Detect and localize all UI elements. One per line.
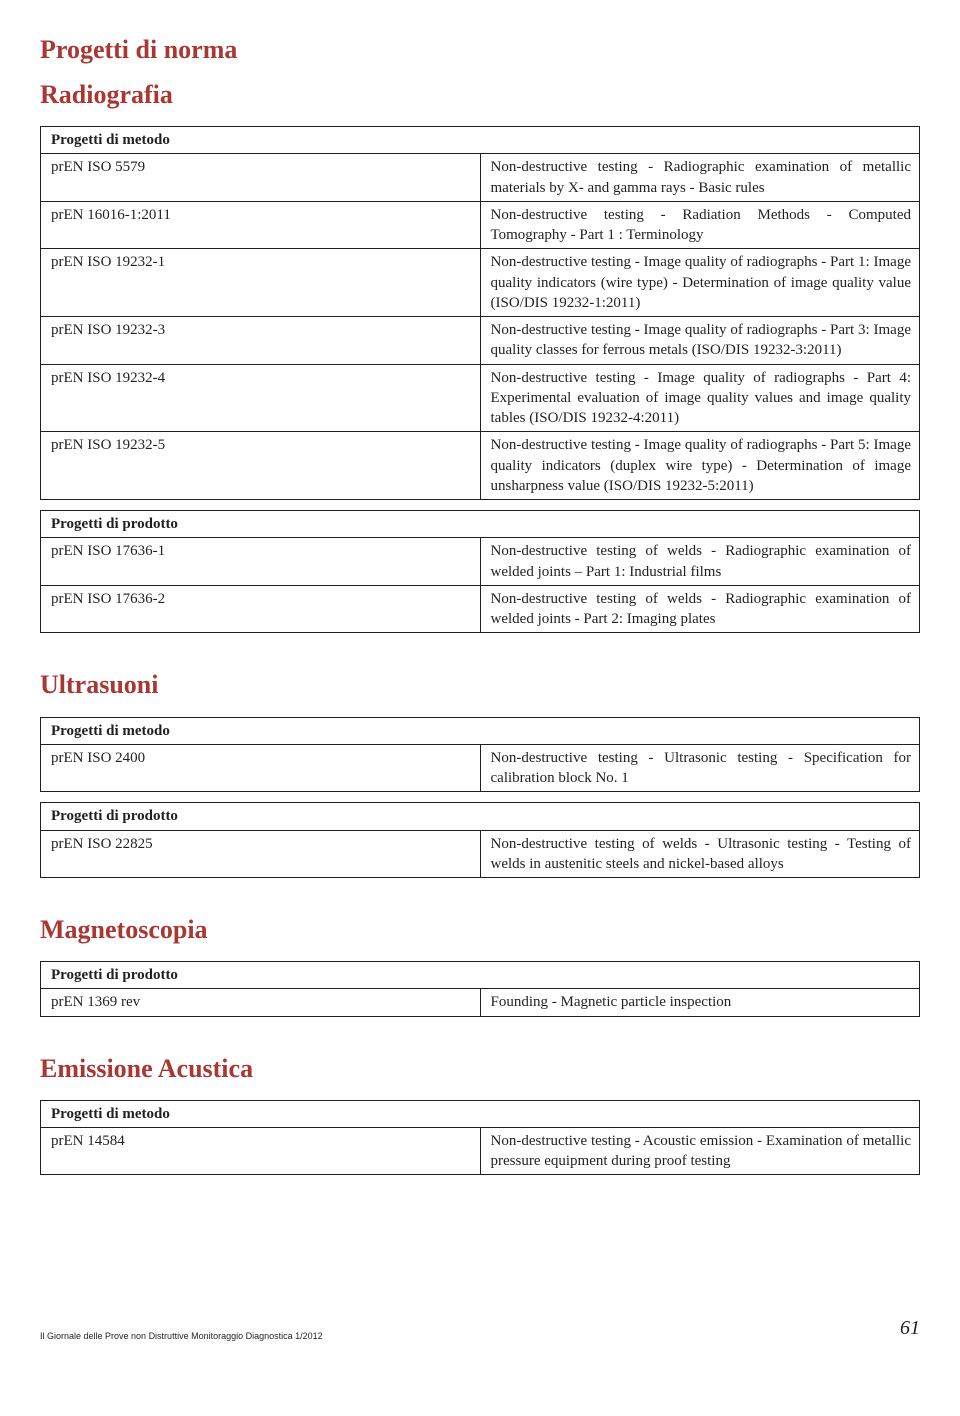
section: Ultrasuoni Progetti di metodoprEN ISO 240…	[40, 667, 920, 878]
standard-code: prEN ISO 5579	[41, 154, 481, 202]
standards-table: Progetti di metodoprEN ISO 2400Non-destr…	[40, 717, 920, 793]
standard-description: Non-destructive testing - Image quality …	[480, 317, 920, 365]
table-header: Progetti di metodo	[41, 1100, 920, 1127]
standards-table: Progetti di prodottoprEN ISO 22825Non-de…	[40, 802, 920, 878]
page-title: Progetti di norma	[40, 32, 920, 67]
standard-description: Non-destructive testing - Image quality …	[480, 432, 920, 500]
standard-code: prEN 16016-1:2011	[41, 201, 481, 249]
standards-table: Progetti di prodottoprEN ISO 17636-1Non-…	[40, 510, 920, 633]
standard-description: Non-destructive testing - Ultrasonic tes…	[480, 744, 920, 792]
standard-description: Non-destructive testing of welds - Ultra…	[480, 830, 920, 878]
table-row: prEN ISO 5579Non-destructive testing - R…	[41, 154, 920, 202]
table-row: prEN ISO 19232-4Non-destructive testing …	[41, 364, 920, 432]
footer-source: Il Giornale delle Prove non Distruttive …	[40, 1330, 323, 1342]
table-header: Progetti di prodotto	[41, 511, 920, 538]
table-row: prEN ISO 19232-1Non-destructive testing …	[41, 249, 920, 317]
table-row: prEN 14584Non-destructive testing - Acou…	[41, 1127, 920, 1175]
standard-code: prEN ISO 17636-1	[41, 538, 481, 586]
footer-page-number: 61	[900, 1315, 920, 1342]
standard-description: Non-destructive testing - Radiation Meth…	[480, 201, 920, 249]
table-row: prEN ISO 19232-5Non-destructive testing …	[41, 432, 920, 500]
section-title: Ultrasuoni	[40, 667, 920, 702]
standard-description: Non-destructive testing - Radiographic e…	[480, 154, 920, 202]
standard-code: prEN ISO 19232-3	[41, 317, 481, 365]
standard-description: Non-destructive testing - Image quality …	[480, 249, 920, 317]
standard-description: Non-destructive testing - Acoustic emiss…	[480, 1127, 920, 1175]
standard-description: Non-destructive testing - Image quality …	[480, 364, 920, 432]
section-title: Radiografia	[40, 77, 920, 112]
section-title: Emissione Acustica	[40, 1051, 920, 1086]
table-header: Progetti di metodo	[41, 127, 920, 154]
page-footer: Il Giornale delle Prove non Distruttive …	[40, 1315, 920, 1342]
standard-description: Non-destructive testing of welds - Radio…	[480, 538, 920, 586]
table-row: prEN ISO 17636-1Non-destructive testing …	[41, 538, 920, 586]
standards-table: Progetti di metodoprEN ISO 5579Non-destr…	[40, 126, 920, 500]
standards-table: Progetti di metodoprEN 14584Non-destruct…	[40, 1100, 920, 1176]
standard-code: prEN ISO 22825	[41, 830, 481, 878]
standard-description: Founding - Magnetic particle inspection	[480, 989, 920, 1016]
standard-code: prEN ISO 19232-5	[41, 432, 481, 500]
table-row: prEN 16016-1:2011Non-destructive testing…	[41, 201, 920, 249]
table-row: prEN ISO 17636-2Non-destructive testing …	[41, 585, 920, 633]
standard-code: prEN 1369 rev	[41, 989, 481, 1016]
standard-code: prEN ISO 19232-1	[41, 249, 481, 317]
section-title: Magnetoscopia	[40, 912, 920, 947]
table-row: prEN ISO 19232-3Non-destructive testing …	[41, 317, 920, 365]
section: Magnetoscopia Progetti di prodottoprEN 13…	[40, 912, 920, 1017]
section: Radiografia Progetti di metodoprEN ISO 55…	[40, 77, 920, 633]
standards-table: Progetti di prodottoprEN 1369 revFoundin…	[40, 961, 920, 1017]
table-header: Progetti di prodotto	[41, 962, 920, 989]
standard-code: prEN 14584	[41, 1127, 481, 1175]
standard-code: prEN ISO 2400	[41, 744, 481, 792]
table-row: prEN ISO 2400Non-destructive testing - U…	[41, 744, 920, 792]
table-row: prEN ISO 22825Non-destructive testing of…	[41, 830, 920, 878]
standard-code: prEN ISO 17636-2	[41, 585, 481, 633]
standard-code: prEN ISO 19232-4	[41, 364, 481, 432]
table-header: Progetti di prodotto	[41, 803, 920, 830]
standard-description: Non-destructive testing of welds - Radio…	[480, 585, 920, 633]
table-row: prEN 1369 revFounding - Magnetic particl…	[41, 989, 920, 1016]
table-header: Progetti di metodo	[41, 717, 920, 744]
section: Emissione Acustica Progetti di metodoprEN…	[40, 1051, 920, 1176]
